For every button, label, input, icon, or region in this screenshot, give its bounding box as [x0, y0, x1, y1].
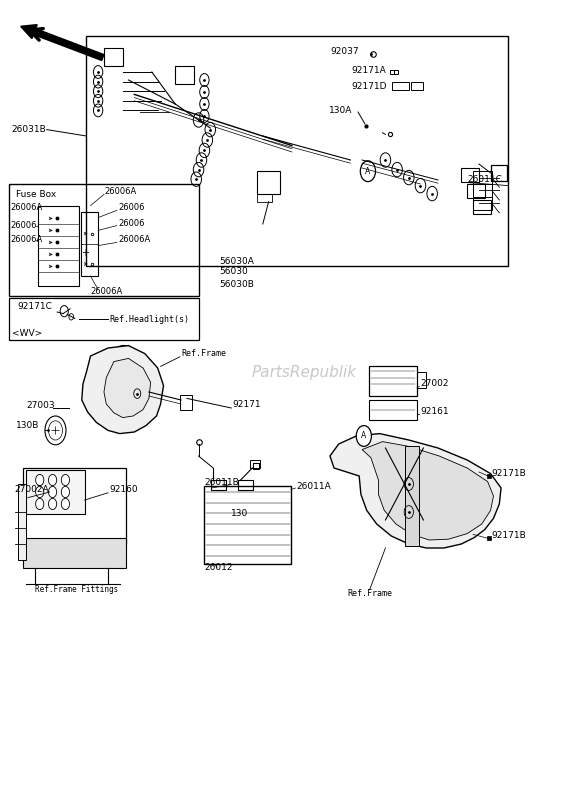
Polygon shape [362, 442, 493, 540]
Bar [411, 82, 423, 90]
Text: 92171: 92171 [232, 400, 261, 410]
Text: 130B: 130B [16, 421, 40, 430]
Text: 27002: 27002 [420, 379, 449, 389]
Text: 92171B: 92171B [492, 531, 527, 541]
Text: +: + [81, 248, 89, 258]
Bar [23, 538, 126, 568]
Circle shape [48, 486, 57, 498]
Circle shape [48, 498, 57, 510]
Text: A: A [361, 431, 366, 441]
Bar [369, 400, 417, 420]
Bar [491, 165, 507, 181]
Circle shape [48, 474, 57, 486]
Text: 92171C: 92171C [18, 302, 53, 311]
Text: 26011B: 26011B [204, 478, 239, 487]
Text: 92171B: 92171B [492, 469, 527, 478]
Text: 26006A: 26006A [11, 203, 43, 213]
Text: <WV>: <WV> [12, 329, 42, 338]
Text: 92160: 92160 [110, 485, 138, 494]
Bar [417, 372, 426, 388]
Text: 130: 130 [231, 509, 248, 518]
Polygon shape [330, 434, 501, 548]
Text: 27002A: 27002A [15, 485, 49, 494]
Text: Ref.Frame Fittings: Ref.Frame Fittings [35, 585, 119, 594]
Bar [250, 460, 260, 468]
Bar [9, 184, 199, 296]
Bar [26, 470, 85, 514]
Text: 26006A: 26006A [104, 187, 136, 197]
Text: 26011C: 26011C [467, 175, 502, 185]
Text: 26031B: 26031B [12, 125, 47, 134]
Bar [175, 66, 194, 84]
Text: PartsRepublik: PartsRepublik [251, 365, 356, 379]
Bar [238, 480, 253, 490]
Circle shape [61, 486, 69, 498]
Text: 26006: 26006 [11, 221, 37, 230]
Text: 92171D: 92171D [352, 82, 387, 91]
Bar [473, 197, 492, 210]
Bar [257, 194, 272, 202]
Bar [180, 395, 192, 410]
Circle shape [356, 426, 371, 446]
Text: Ref.Frame: Ref.Frame [181, 349, 226, 358]
Text: Fuse Box: Fuse Box [16, 190, 57, 199]
Text: 26006: 26006 [118, 219, 144, 229]
Bar [9, 298, 199, 340]
Text: 92161: 92161 [420, 407, 449, 417]
Text: 92171A: 92171A [352, 66, 387, 75]
Bar [473, 200, 491, 214]
Text: 130A: 130A [329, 106, 352, 115]
Text: 27003: 27003 [26, 401, 55, 410]
Bar [473, 184, 492, 197]
Text: 26012: 26012 [204, 563, 233, 573]
Text: 56030: 56030 [219, 267, 248, 277]
Circle shape [36, 498, 44, 510]
Text: 56030B: 56030B [219, 280, 254, 290]
Text: 56030A: 56030A [219, 257, 254, 266]
Bar [204, 486, 291, 564]
Text: Ref.Headlight(s): Ref.Headlight(s) [110, 314, 190, 324]
Bar [23, 468, 126, 544]
Circle shape [36, 486, 44, 498]
Text: 26006A: 26006A [91, 287, 123, 297]
Text: 26011A: 26011A [297, 482, 332, 491]
Bar [38, 206, 79, 286]
Bar [81, 212, 98, 276]
Bar [18, 484, 26, 560]
Bar [257, 171, 280, 194]
Bar [473, 171, 492, 184]
Text: 26006A: 26006A [11, 235, 43, 245]
Bar [405, 446, 419, 546]
Polygon shape [104, 358, 151, 418]
Text: A: A [366, 166, 370, 176]
Text: 26006: 26006 [118, 203, 144, 213]
Bar [392, 82, 409, 90]
Bar [104, 48, 123, 66]
Bar [86, 36, 508, 266]
Bar [461, 168, 479, 182]
Bar [467, 184, 485, 198]
Circle shape [36, 474, 44, 486]
Polygon shape [82, 346, 164, 434]
Circle shape [61, 498, 69, 510]
Text: 92037: 92037 [330, 47, 359, 57]
Text: Ref.Frame: Ref.Frame [347, 589, 392, 598]
Bar [369, 366, 417, 396]
Bar [211, 480, 226, 490]
Circle shape [61, 474, 69, 486]
Text: 26006A: 26006A [118, 235, 150, 245]
